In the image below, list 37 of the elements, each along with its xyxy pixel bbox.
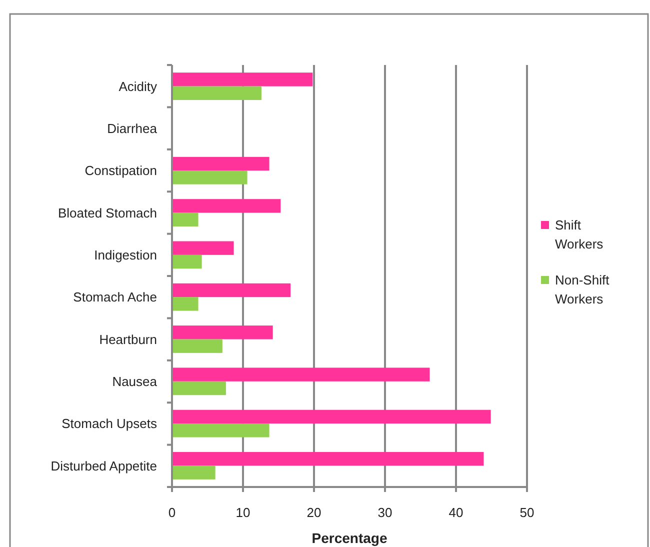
y-tick-label: Stomach Ache [73,290,157,305]
x-tick-label: 20 [306,505,322,520]
bar [172,381,226,396]
bar [172,368,430,382]
x-tick-label: 30 [378,505,392,520]
bar [172,452,484,466]
x-tick-label: 0 [168,505,176,520]
bar [172,86,262,100]
bar [172,254,202,269]
bar [172,326,273,340]
bar [172,339,222,353]
x-tick-label: 50 [520,505,534,520]
bar [172,72,313,86]
bar [172,424,270,438]
x-tick-label: 40 [448,505,464,520]
y-tick-label: Diarrhea [107,121,158,136]
legend-label: Non-Shift Workers [555,272,610,306]
bar [172,199,281,213]
bar [172,170,248,184]
bar [172,156,270,171]
y-tick-label: Constipation [84,163,157,178]
y-tick-label: Heartburn [99,332,157,347]
y-tick-label: Bloated Stomach [58,205,157,220]
bar [172,410,491,424]
y-tick-label: Disturbed Appetite [50,458,157,474]
legend-label: Shift Workers [555,218,604,252]
bar [172,212,198,226]
y-tick-label: Stomach Upsets [62,416,158,432]
bar [172,297,198,311]
x-axis-title: Percentage [312,530,388,546]
bar [172,241,234,255]
y-tick-label: Indigestion [94,247,157,262]
x-tick-label: 10 [236,505,250,520]
y-tick-label: Acidity [118,78,158,94]
bar [172,466,216,480]
y-tick-label: Nausea [112,374,158,389]
bar [172,283,291,298]
